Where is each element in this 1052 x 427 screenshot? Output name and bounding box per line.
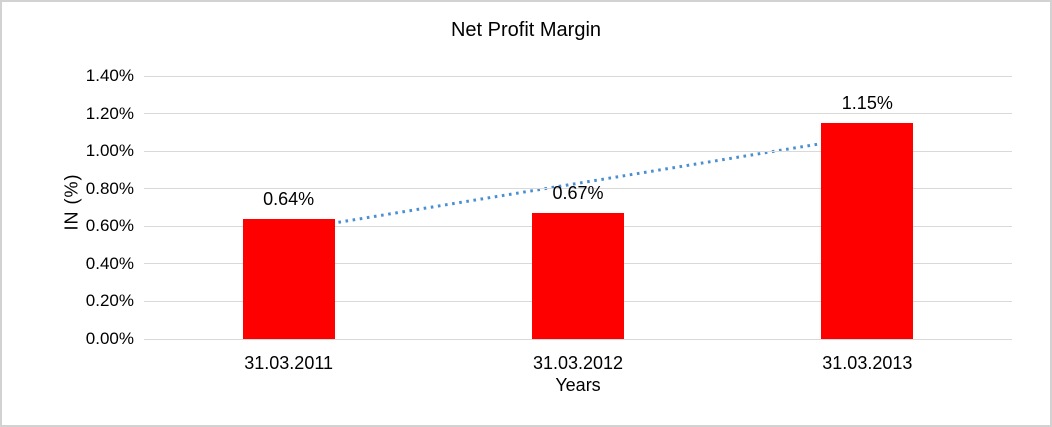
chart-title: Net Profit Margin [450, 19, 602, 41]
x-axis-title: Years [555, 375, 601, 395]
bar-31.03.2011 [242, 218, 335, 339]
bar-31.03.2012 [532, 213, 624, 339]
ytick-label-0.60%: 0.60% [85, 216, 134, 236]
bar-data-label-31.03.2012: 0.67% [552, 183, 604, 204]
xtick-label-31.03.2013: 31.03.2013 [822, 353, 913, 373]
xtick-label-31.03.2012: 31.03.2012 [532, 353, 624, 373]
ytick-label-0.00%: 0.00% [85, 329, 134, 348]
xtick-label-31.03.2011: 31.03.2011 [244, 353, 334, 373]
gridline-0.80% [144, 188, 1012, 190]
bar-31.03.2013 [821, 122, 914, 339]
bar-data-label-31.03.2011: 0.64% [263, 188, 315, 209]
ytick-label-0.80%: 0.80% [85, 178, 134, 198]
ytick-label-1.00%: 1.00% [85, 141, 134, 161]
ytick-label-0.40%: 0.40% [85, 253, 134, 273]
ytick-label-1.40%: 1.40% [85, 66, 134, 85]
ytick-label-0.20%: 0.20% [85, 291, 134, 311]
gridline-1.40% [144, 75, 1012, 77]
gridline-1.20% [144, 113, 1012, 115]
gridline-0.00% [144, 338, 1012, 340]
ytick-label-1.20%: 1.20% [85, 103, 134, 123]
gridline-1.00% [144, 150, 1012, 152]
bar-data-label-31.03.2013: 1.15% [841, 92, 893, 113]
